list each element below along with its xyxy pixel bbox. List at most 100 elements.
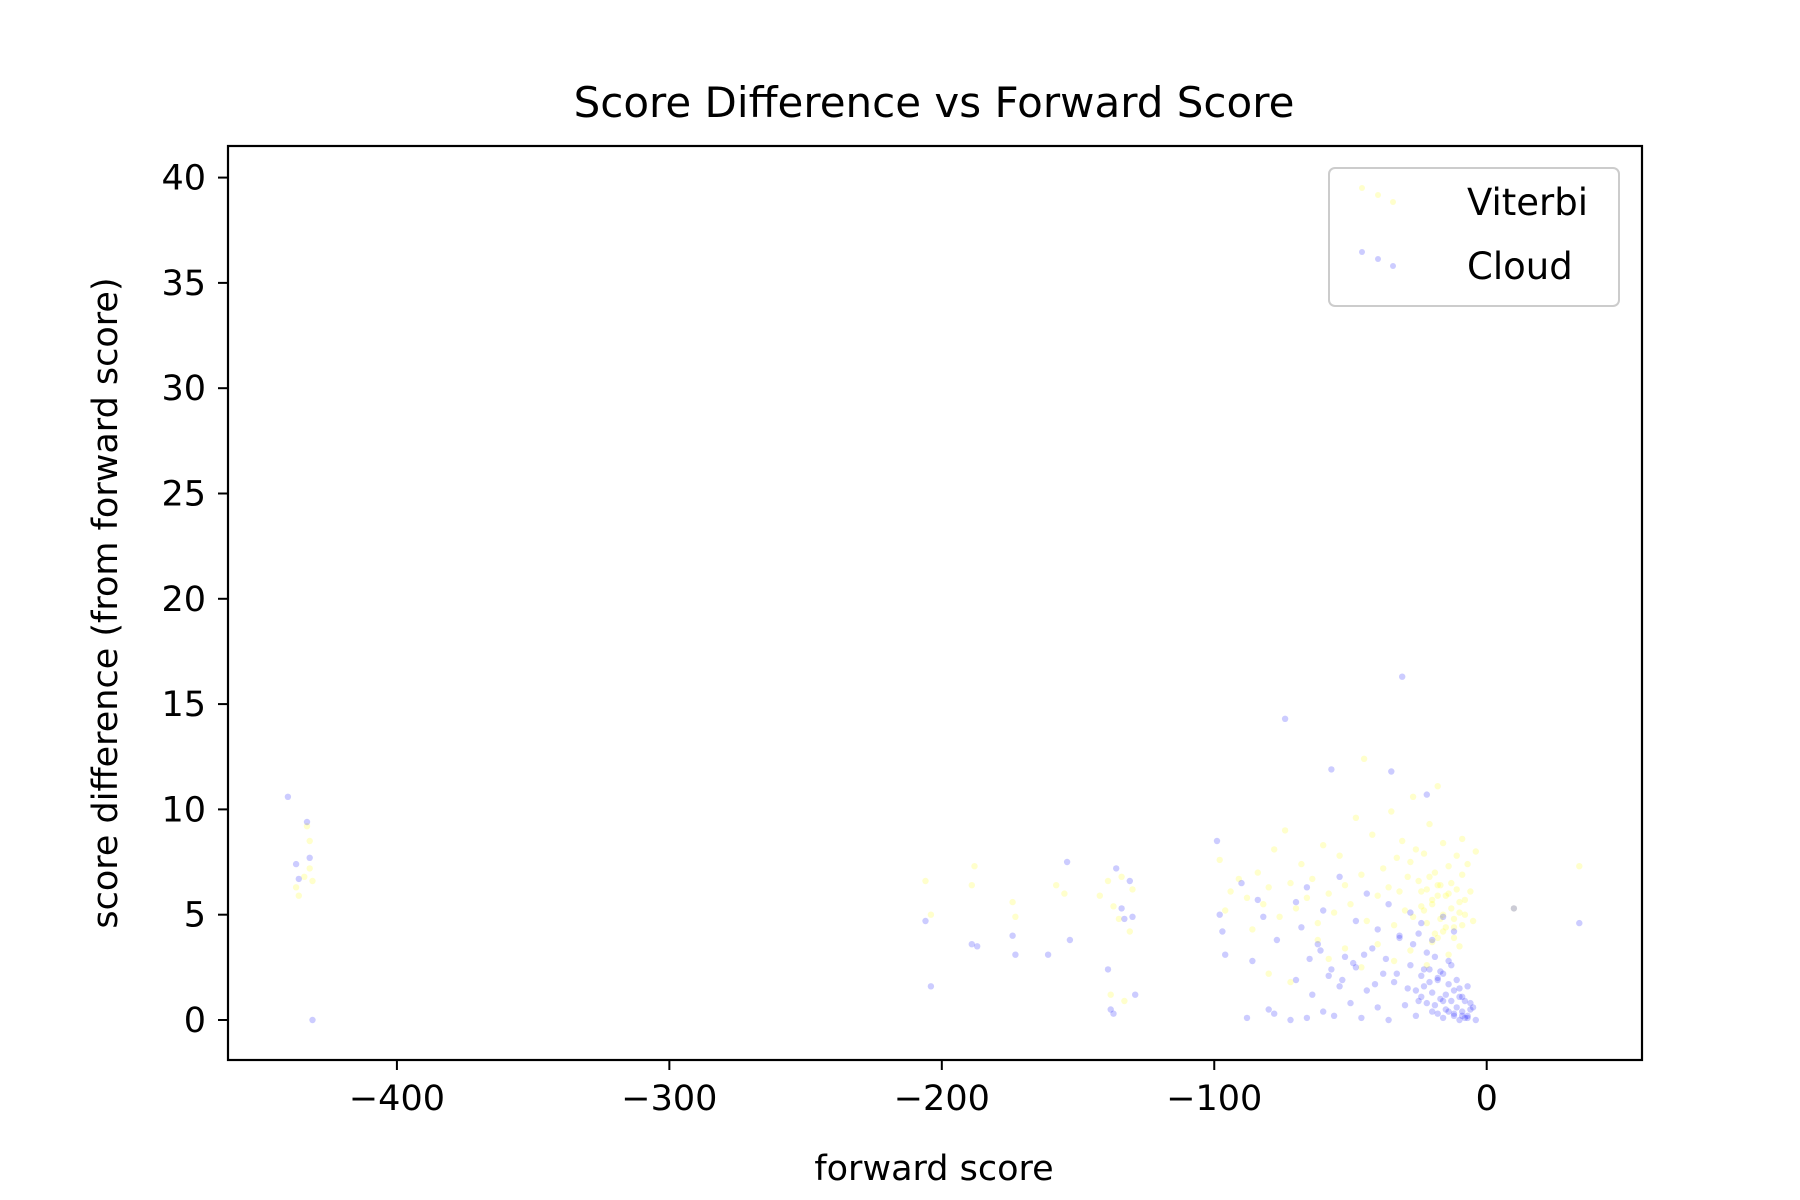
point-cloud-79 [1292, 898, 1300, 906]
point-cloud-84 [1363, 890, 1371, 897]
point-viterbi-63 [1409, 913, 1417, 920]
point-viterbi-36 [1287, 879, 1294, 887]
point-cloud-132 [1461, 997, 1469, 1005]
legend-marker [1390, 263, 1396, 269]
x-axis: −400 −300 −200 −100 0 [349, 1060, 1498, 1119]
point-cloud-42 [1314, 941, 1322, 948]
point-viterbi-34 [1276, 913, 1283, 920]
point-cloud-2 [295, 875, 302, 883]
point-cloud-56 [1385, 1016, 1392, 1024]
point-cloud-88 [1407, 909, 1414, 916]
point-viterbi-41 [1314, 919, 1322, 927]
legend-marker [1390, 199, 1396, 205]
point-viterbi-68 [1423, 886, 1431, 893]
point-viterbi-4 [306, 837, 313, 845]
point-cloud-81 [1320, 907, 1327, 914]
point-cloud-57 [1388, 768, 1395, 775]
point-cloud-53 [1369, 945, 1376, 952]
point-cloud-86 [1385, 901, 1392, 908]
point-cloud-27 [1222, 951, 1229, 958]
point-cloud-65 [1418, 993, 1425, 1000]
point-viterbi-122 [1434, 783, 1441, 790]
point-viterbi-91 [1374, 941, 1381, 948]
legend-marker [1359, 249, 1365, 255]
point-viterbi-72 [1434, 882, 1441, 889]
point-viterbi-109 [1442, 924, 1450, 931]
point-viterbi-54 [1385, 884, 1392, 891]
point-viterbi-33 [1271, 846, 1278, 853]
point-viterbi-69 [1426, 820, 1433, 828]
y-tick-label: 15 [161, 685, 206, 725]
point-cloud-69 [1434, 974, 1441, 982]
point-cloud-59 [1396, 934, 1403, 942]
point-cloud-58 [1390, 978, 1398, 986]
point-viterbi-44 [1330, 909, 1338, 916]
point-cloud-43 [1320, 1008, 1327, 1015]
point-viterbi-107 [1437, 882, 1444, 889]
point-cloud-116 [1418, 972, 1425, 979]
point-cloud-135 [1434, 1010, 1441, 1017]
point-cloud-123 [1437, 995, 1444, 1003]
point-cloud-22 [1132, 991, 1139, 998]
point-cloud-6 [922, 917, 929, 925]
point-cloud-98 [1360, 951, 1368, 958]
point-cloud-54 [1374, 1004, 1381, 1011]
point-viterbi-49 [1358, 871, 1365, 878]
legend-entry-viterbi: Viterbi [1359, 181, 1588, 224]
point-cloud-9 [974, 943, 981, 950]
point-viterbi-26 [1227, 888, 1234, 895]
point-cloud-71 [1445, 957, 1452, 965]
point-cloud-19 [1118, 905, 1125, 912]
point-viterbi-98 [1265, 970, 1272, 977]
point-cloud-99 [1371, 981, 1379, 988]
point-cloud-17 [1110, 1010, 1117, 1017]
x-tick-label: −200 [894, 1079, 990, 1119]
point-viterbi-115 [1459, 922, 1466, 929]
point-cloud-15 [1104, 966, 1112, 973]
point-viterbi-58 [1396, 888, 1403, 895]
point-cloud-113 [1469, 1004, 1477, 1011]
point-viterbi-8 [927, 911, 935, 918]
point-cloud-141 [1464, 1014, 1471, 1022]
point-viterbi-12 [1012, 913, 1019, 920]
point-viterbi-100 [1418, 888, 1425, 895]
point-cloud-67 [1423, 949, 1431, 956]
point-cloud-30 [1249, 957, 1256, 965]
point-cloud-5 [309, 1016, 316, 1024]
point-cloud-44 [1325, 972, 1332, 979]
point-viterbi-114 [1456, 909, 1463, 916]
point-cloud-94 [1317, 947, 1324, 954]
point-cloud-121 [1431, 1002, 1439, 1009]
point-cloud-137 [1445, 1008, 1452, 1015]
point-cloud-120 [1429, 989, 1436, 996]
point-viterbi-73 [1437, 915, 1444, 923]
point-cloud-130 [1456, 993, 1463, 1000]
point-viterbi-27 [1235, 875, 1243, 883]
point-cloud-61 [1401, 1002, 1409, 1009]
point-cloud-33 [1265, 1006, 1272, 1013]
point-viterbi-50 [1363, 917, 1371, 925]
point-cloud-138 [1450, 1012, 1458, 1019]
point-cloud-140 [1459, 1012, 1466, 1019]
point-cloud-55 [1380, 970, 1387, 977]
point-cloud-102 [1404, 985, 1411, 992]
point-viterbi-20 [1129, 886, 1136, 893]
point-cloud-133 [1464, 1012, 1471, 1019]
point-viterbi-74 [1439, 839, 1447, 847]
point-viterbi-35 [1281, 827, 1289, 834]
point-viterbi-103 [1426, 873, 1433, 880]
point-viterbi-56 [1390, 922, 1398, 929]
point-viterbi-2 [301, 873, 308, 880]
point-cloud-62 [1407, 962, 1414, 969]
point-cloud-14 [1066, 936, 1074, 944]
point-cloud-93 [1306, 955, 1313, 963]
point-viterbi-94 [1423, 962, 1431, 969]
point-cloud-46 [1330, 1012, 1338, 1019]
point-cloud-124 [1439, 970, 1447, 977]
point-cloud-75 [1467, 999, 1474, 1007]
point-cloud-35 [1273, 936, 1281, 944]
point-viterbi-76 [1445, 863, 1452, 870]
point-viterbi-105 [1431, 930, 1439, 937]
point-viterbi-9 [968, 882, 975, 889]
point-viterbi-51 [1369, 831, 1376, 838]
